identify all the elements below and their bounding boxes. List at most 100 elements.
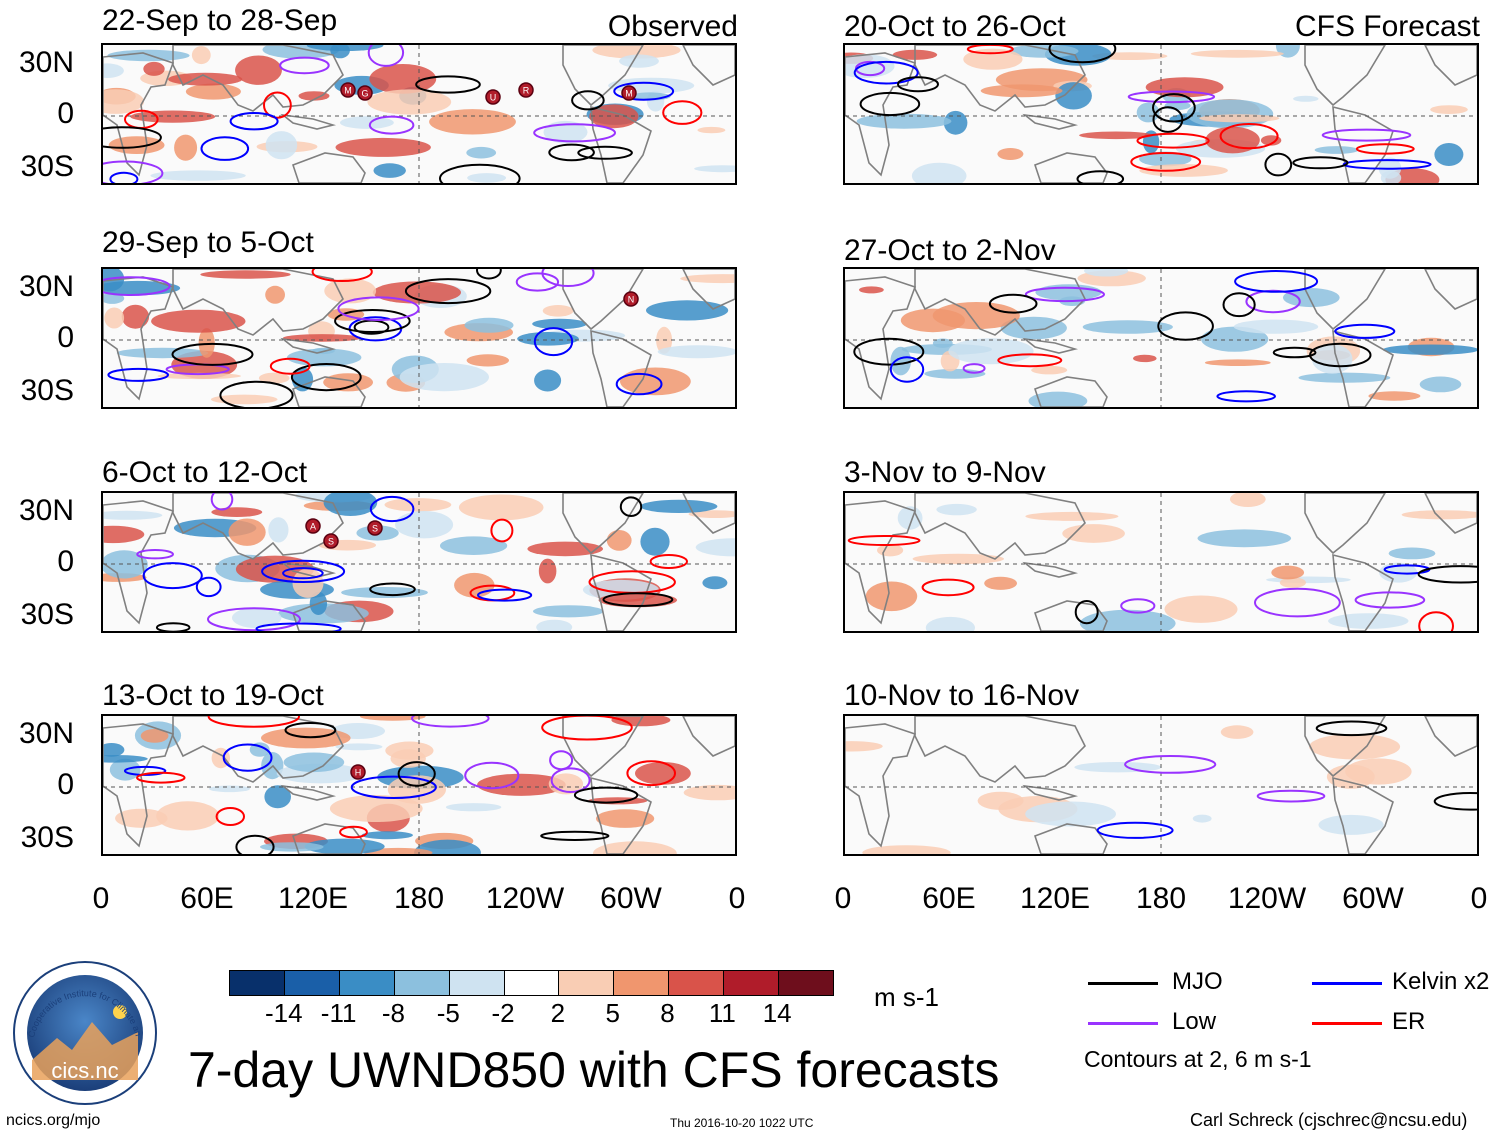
mjo-contour xyxy=(219,380,294,407)
easterly-anomaly-shading xyxy=(103,63,124,78)
westerly-anomaly-shading xyxy=(1025,511,1119,521)
legend-note: Contours at 2, 6 m s-1 xyxy=(1084,1046,1312,1072)
storm-letter: H xyxy=(355,768,362,778)
easterly-anomaly-shading xyxy=(103,510,163,520)
mjo-contour xyxy=(548,143,595,162)
mjo-contour xyxy=(415,75,481,94)
map-svg: N xyxy=(103,269,735,407)
map-svg xyxy=(845,269,1477,407)
panel-title-left-0: 22-Sep to 28-Sep xyxy=(102,4,338,37)
low-contour xyxy=(1256,789,1326,803)
kelvin-contour xyxy=(615,372,663,396)
column-label-observed: Observed xyxy=(607,10,738,43)
coastline xyxy=(1424,716,1477,757)
mjo-contour xyxy=(988,293,1038,314)
x-tick-label: 180 xyxy=(393,882,445,915)
westerly-anomaly-shading xyxy=(292,568,324,598)
westerly-anomaly-shading xyxy=(845,741,883,752)
er-contour xyxy=(269,357,311,375)
coastline xyxy=(1424,269,1477,310)
westerly-anomaly-shading xyxy=(997,148,1024,160)
low-contour xyxy=(962,363,986,374)
westerly-anomaly-shading xyxy=(185,83,241,100)
easterly-anomaly-shading xyxy=(464,317,514,333)
low-contour xyxy=(207,607,301,631)
map-panel-observed-2: A S S xyxy=(101,491,737,633)
easterly-anomaly-shading xyxy=(440,536,508,555)
westerly-anomaly-shading xyxy=(191,46,211,65)
easterly-anomaly-shading xyxy=(533,605,604,618)
easterly-anomaly-shading xyxy=(1192,814,1212,823)
panel-title-right-2: 3-Nov to 9-Nov xyxy=(844,456,1046,489)
kelvin-contour xyxy=(282,567,324,580)
kelvin-contour xyxy=(1216,390,1277,403)
legend-line-kelvin xyxy=(1312,982,1382,985)
colorbar-swatch xyxy=(284,971,340,995)
westerly-anomaly-shading xyxy=(1199,114,1280,123)
column-label-forecast: CFS Forecast xyxy=(1294,10,1480,43)
mjo-contour xyxy=(103,126,162,149)
easterly-anomaly-shading xyxy=(208,785,251,793)
colorbar-swatch xyxy=(504,971,560,995)
low-contour xyxy=(1124,755,1217,774)
coastline xyxy=(914,493,1086,560)
footer-timestamp: Thu 2016-10-20 1022 UTC xyxy=(670,1116,814,1130)
footer-author: Carl Schreck (cjschrec@ncsu.edu) xyxy=(1190,1110,1468,1130)
coastline xyxy=(280,113,337,130)
mjo-contour xyxy=(602,592,674,607)
westerly-anomaly-shading xyxy=(688,510,735,518)
colorbar-tick-label: 8 xyxy=(660,998,675,1028)
legend-line-mjo xyxy=(1088,982,1158,985)
low-contour xyxy=(549,750,574,771)
storm-marker: M xyxy=(621,85,637,101)
westerly-anomaly-shading xyxy=(258,372,290,384)
easterly-anomaly-shading xyxy=(1419,376,1462,393)
easterly-anomaly-shading xyxy=(890,346,911,376)
coastline xyxy=(1332,776,1394,854)
kelvin-contour xyxy=(477,588,533,602)
westerly-anomaly-shading xyxy=(324,278,377,304)
westerly-anomaly-shading xyxy=(329,795,423,822)
mjo-contour xyxy=(571,90,605,111)
westerly-anomaly-shading xyxy=(1204,359,1271,366)
x-tick-label: 0 xyxy=(1470,882,1488,915)
westerly-anomaly-shading xyxy=(680,274,735,284)
coastline xyxy=(1304,269,1386,331)
westerly-anomaly-shading xyxy=(1271,565,1305,580)
storm-marker: H xyxy=(350,764,366,780)
westerly-anomaly-shading xyxy=(282,334,362,342)
colorbar-swatch xyxy=(339,971,395,995)
mjo-contour xyxy=(1417,565,1477,584)
easterly-anomaly-shading xyxy=(1201,326,1269,352)
er-contour xyxy=(626,760,677,787)
mjo-contour xyxy=(540,830,610,842)
coastline xyxy=(172,45,344,112)
easterly-anomaly-shading xyxy=(150,170,246,181)
low-contour xyxy=(411,716,490,728)
mjo-contour xyxy=(577,145,633,160)
mjo-contour xyxy=(1433,792,1477,811)
easterly-anomaly-shading xyxy=(1293,95,1319,102)
colorbar-swatch xyxy=(669,971,725,995)
coastline xyxy=(562,269,644,331)
westerly-anomaly-shading xyxy=(963,48,1023,70)
westerly-anomaly-shading xyxy=(593,841,677,854)
easterly-anomaly-shading xyxy=(924,368,986,379)
low-contour xyxy=(464,761,520,790)
mjo-contour xyxy=(369,582,416,597)
coastline xyxy=(914,269,1086,336)
easterly-anomaly-shading xyxy=(232,607,282,629)
colorbar xyxy=(229,970,834,996)
coastline xyxy=(103,723,175,848)
coastline xyxy=(103,52,175,177)
easterly-anomaly-shading xyxy=(1139,151,1192,167)
coastline xyxy=(1022,337,1079,354)
easterly-anomaly-shading xyxy=(260,842,324,852)
storm-letter: S xyxy=(328,537,334,547)
easterly-anomaly-shading xyxy=(543,120,588,144)
westerly-anomaly-shading xyxy=(121,304,150,329)
easterly-anomaly-shading xyxy=(361,831,413,840)
easterly-anomaly-shading xyxy=(1197,529,1292,548)
westerly-anomaly-shading xyxy=(596,809,655,828)
easterly-anomaly-shading xyxy=(1055,82,1092,110)
